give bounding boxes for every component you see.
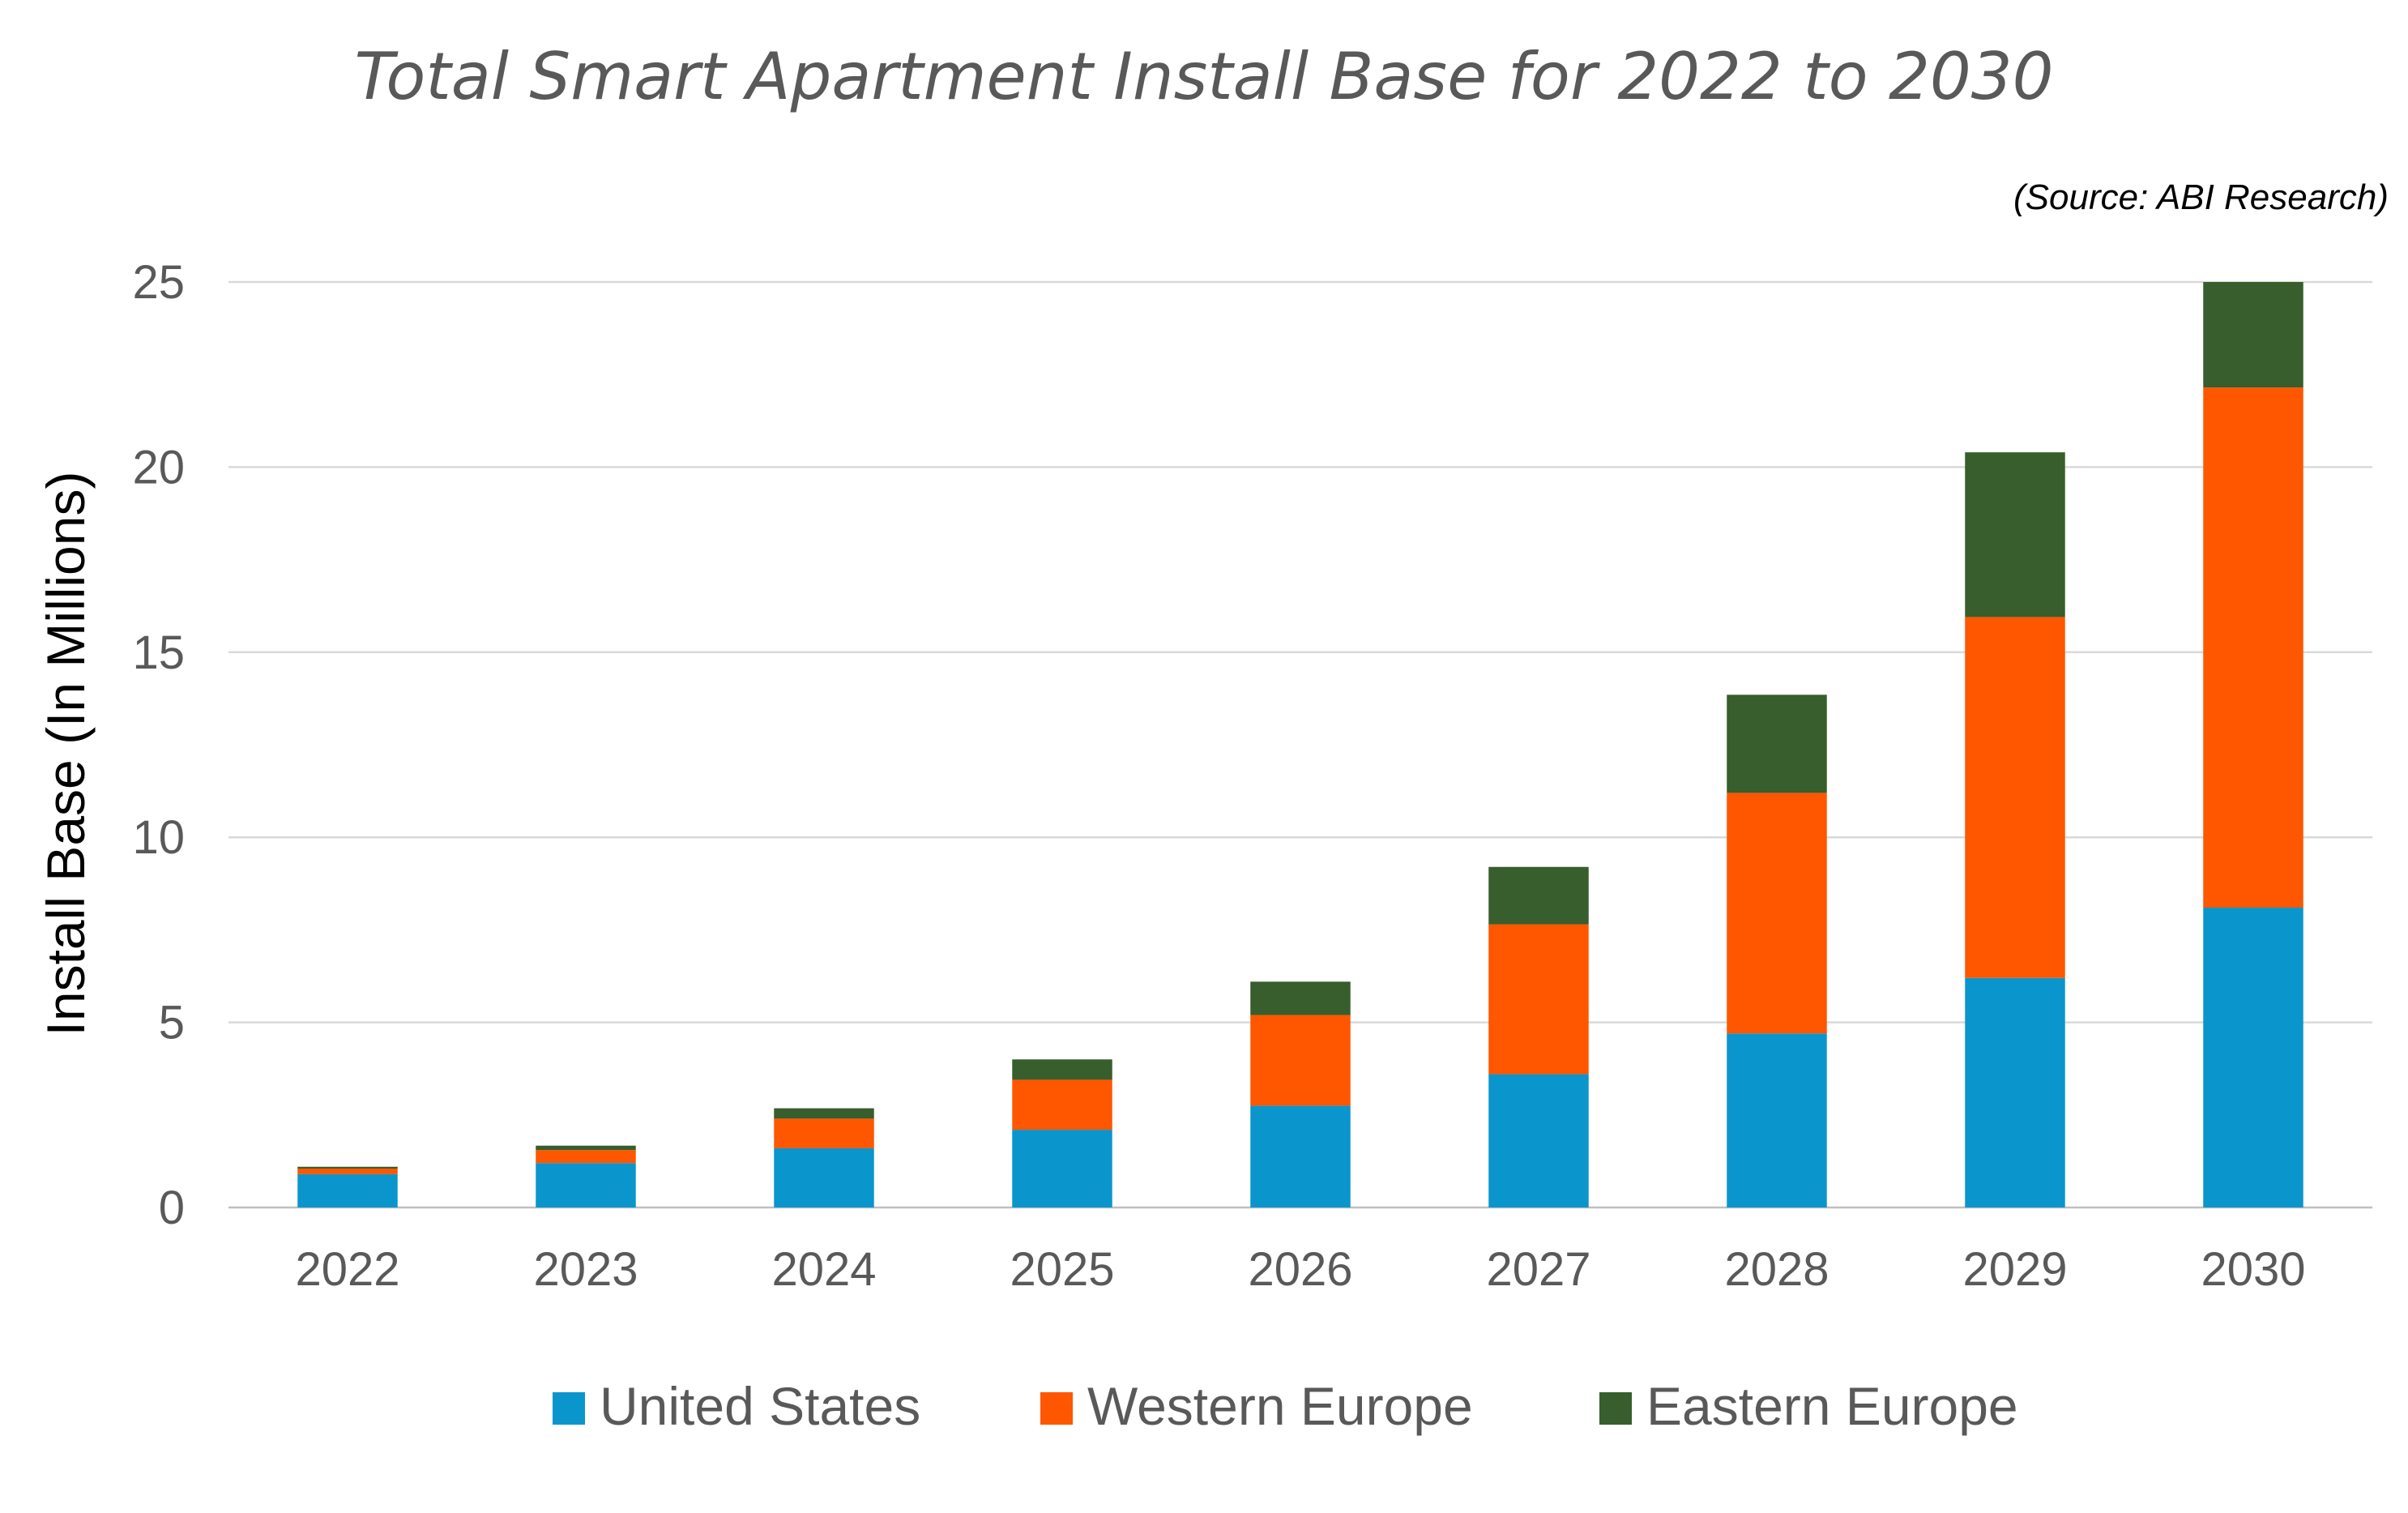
bar-2023-eastern-europe [536, 1145, 636, 1151]
y-tick-label: 5 [159, 997, 185, 1049]
bar-2025-united-states [1012, 1130, 1112, 1207]
bar-2022-western-europe [297, 1169, 398, 1174]
bar-2029-western-europe [1965, 617, 2065, 978]
y-tick-label: 15 [132, 626, 185, 679]
bar-2028-western-europe [1727, 793, 1827, 1034]
bar-2027-western-europe [1488, 924, 1589, 1075]
x-tick-label: 2028 [1724, 1243, 1829, 1296]
bar-2026-eastern-europe [1250, 981, 1351, 1015]
bar-2024-eastern-europe [774, 1108, 874, 1119]
bar-2024-united-states [774, 1148, 874, 1207]
bar-2028-eastern-europe [1727, 695, 1827, 793]
y-tick-label: 20 [132, 441, 185, 494]
y-tick-label: 0 [159, 1182, 185, 1234]
x-tick-label: 2029 [1962, 1243, 2067, 1296]
x-tick-label: 2022 [295, 1243, 399, 1296]
source-note: (Source: ABI Research) [2013, 177, 2389, 217]
y-tick-label: 10 [132, 811, 185, 864]
legend: United States Western Europe Eastern Europ… [553, 1376, 2018, 1436]
legend-swatch [1040, 1392, 1073, 1425]
bar-2026-western-europe [1250, 1015, 1351, 1106]
bar-2030-united-states [2203, 907, 2303, 1207]
bar-2022-eastern-europe [297, 1166, 398, 1169]
bar-2025-eastern-europe [1012, 1059, 1112, 1080]
bar-2028-united-states [1727, 1033, 1827, 1207]
chart-title: Total Smart Apartment Install Base for 2… [354, 39, 2053, 114]
bar-2023-united-states [536, 1163, 636, 1207]
x-tick-label: 2027 [1486, 1243, 1590, 1296]
legend-label: United States [600, 1376, 920, 1436]
legend-swatch [1599, 1392, 1632, 1425]
bar-2029-eastern-europe [1965, 452, 2065, 618]
x-tick-label: 2025 [1010, 1243, 1114, 1296]
y-tick-label: 25 [132, 256, 185, 309]
legend-label: Western Europe [1087, 1376, 1473, 1436]
bar-2030-western-europe [2203, 387, 2303, 908]
bar-2023-western-europe [536, 1150, 636, 1164]
bar-2027-united-states [1488, 1074, 1589, 1207]
y-axis-title: Install Base (In Millions) [36, 472, 96, 1036]
bar-2022-united-states [297, 1173, 398, 1207]
legend-label: Eastern Europe [1646, 1376, 2018, 1436]
x-tick-label: 2024 [771, 1243, 876, 1296]
x-tick-label: 2026 [1248, 1243, 1352, 1296]
bar-2030-eastern-europe [2203, 282, 2303, 388]
legend-swatch [553, 1392, 585, 1425]
x-axis-tick-labels: 2022 2023 2024 2025 2026 2027 2028 2029 2030 [295, 1243, 2305, 1296]
bar-2029-united-states [1965, 977, 2065, 1207]
x-tick-label: 2023 [533, 1243, 638, 1296]
bar-2026-united-states [1250, 1105, 1351, 1207]
y-axis-tick-labels: 0 5 10 15 20 25 [132, 256, 185, 1234]
bar-2025-western-europe [1012, 1079, 1112, 1130]
x-tick-label: 2030 [2201, 1243, 2305, 1296]
bars [297, 282, 2303, 1207]
bar-2024-western-europe [774, 1118, 874, 1148]
bar-2027-eastern-europe [1488, 866, 1589, 925]
